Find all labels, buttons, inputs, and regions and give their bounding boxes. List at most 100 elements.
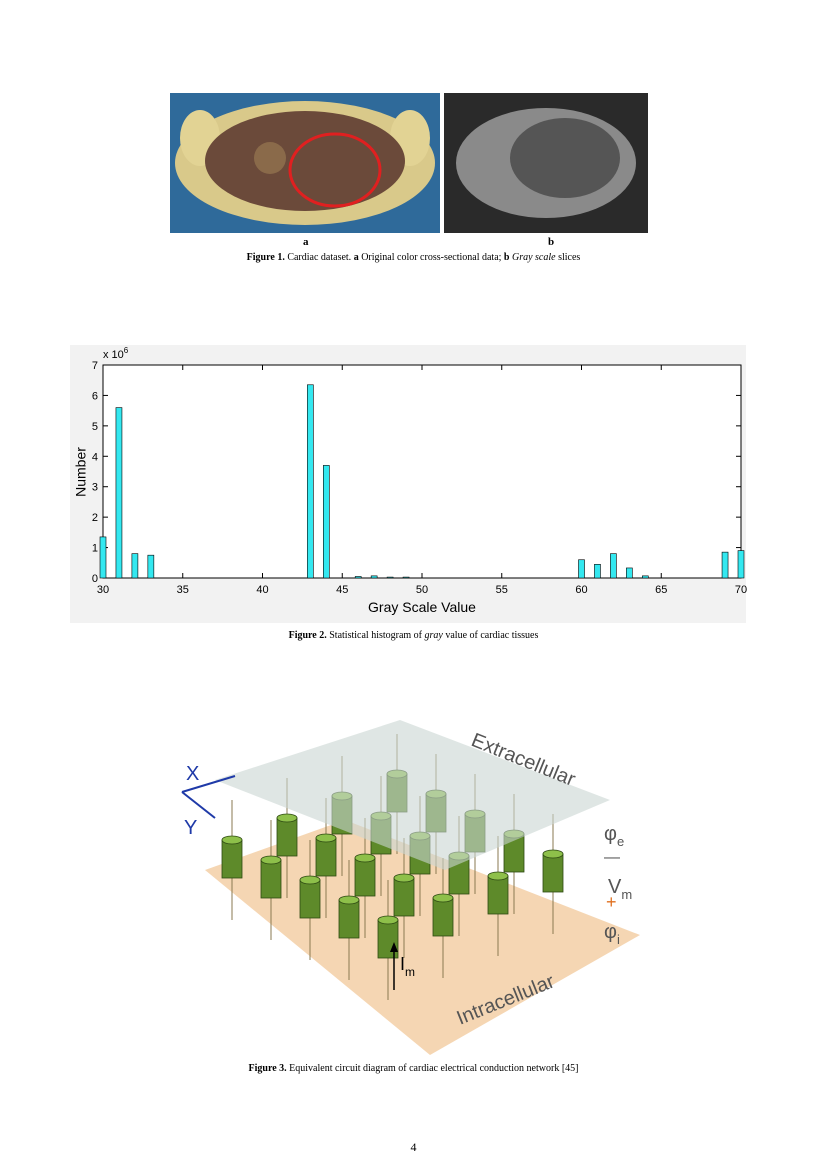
figure-3-caption: Figure 3. Equivalent circuit diagram of …: [0, 1063, 827, 1074]
figure-1-images: [170, 93, 648, 233]
bar: [354, 576, 362, 579]
cylinder-top: [315, 833, 337, 843]
aorta: [254, 142, 286, 174]
cylinder-body: [221, 839, 243, 879]
caption-part: Cardiac dataset.: [287, 252, 352, 263]
y-tick-label: 3: [92, 482, 98, 494]
bar: [610, 553, 617, 579]
bar: [594, 564, 601, 579]
cylinder-top: [393, 873, 415, 883]
caption-part: Figure 3.: [248, 1063, 287, 1074]
bar: [386, 576, 394, 579]
x-axis-arrow: [181, 775, 236, 793]
cylinder-top: [377, 915, 399, 925]
bar: [721, 551, 729, 579]
cylinder-body: [276, 817, 298, 857]
caption-part: Gray scale: [511, 252, 556, 263]
cylinder-top: [338, 895, 360, 905]
x-tick-label: 45: [336, 584, 348, 596]
x-tick-label: 35: [177, 584, 189, 596]
gray-ventricle: [510, 118, 620, 198]
subscript: m: [405, 965, 415, 979]
caption-part: value of cardiac tissues: [445, 630, 539, 641]
cylinder-body: [377, 919, 399, 959]
caption-part: Figure 2.: [288, 630, 327, 641]
symbol: I: [400, 954, 405, 974]
bar: [737, 550, 745, 579]
caption-part: Equivalent circuit diagram of cardiac el…: [289, 1063, 579, 1074]
y-tick-label: 4: [92, 451, 98, 463]
bar: [370, 575, 378, 579]
cylinder-body: [487, 875, 509, 915]
y-tick-label: 2: [92, 512, 98, 524]
symbol: φ: [604, 921, 617, 943]
plus-sign: +: [606, 892, 617, 912]
bar: [322, 465, 330, 579]
cylinder-top: [221, 835, 243, 845]
bar: [578, 559, 585, 579]
bar: [402, 576, 410, 579]
phi-e-label: φe: [604, 823, 624, 849]
y-multiplier: x 106: [103, 346, 129, 361]
cylinder-body: [299, 879, 321, 919]
minus-sign: —: [604, 849, 620, 866]
arrow-head: [390, 942, 398, 952]
cylinder-body: [542, 853, 564, 893]
cylinder-body: [315, 837, 337, 877]
page-number: 4: [410, 1140, 417, 1154]
x-tick-label: 55: [496, 584, 508, 596]
subscript: e: [617, 834, 624, 849]
symbol: φ: [604, 823, 617, 845]
caption-part: Original color cross-sectional data;: [361, 252, 502, 263]
multiplier-exponent: 6: [124, 346, 129, 355]
cylinder-body: [338, 899, 360, 939]
x-tick-label: 70: [735, 584, 747, 596]
caption-part: Statistical histogram of: [329, 630, 423, 641]
bar: [131, 553, 139, 579]
caption-part: Figure 1.: [246, 252, 285, 263]
cylinder-top: [542, 849, 564, 859]
cylinder-top: [487, 871, 509, 881]
bar: [147, 554, 155, 579]
cylinder-body: [260, 859, 282, 899]
bar: [641, 575, 649, 579]
x-tick-label: 40: [256, 584, 268, 596]
figure-2-caption: Figure 2. Statistical histogram of gray …: [0, 630, 827, 641]
circuit-diagram: X Y Extracellular Intracellular φe — Vm …: [181, 720, 640, 1055]
y-tick-label: 5: [92, 421, 98, 433]
multiplier-base: x 10: [103, 349, 124, 361]
bar: [307, 384, 314, 579]
subscript: m: [621, 887, 632, 902]
caption-part: a: [353, 252, 359, 263]
cylinder-top: [276, 813, 298, 823]
caption-part: gray: [424, 630, 443, 641]
x-tick-label: 30: [97, 584, 109, 596]
vm-label: Vm: [608, 876, 632, 902]
figure-1-caption: Figure 1. Cardiac dataset. a Original co…: [0, 252, 827, 263]
bar: [626, 567, 633, 579]
heart-marker: [288, 132, 382, 208]
phi-i-label: φi: [604, 921, 620, 947]
histogram: Number Gray Scale Value x 106 0123456730…: [70, 345, 747, 623]
y-tick-label: 1: [92, 543, 98, 555]
cylinder-top: [260, 855, 282, 865]
bar: [99, 536, 107, 579]
chest-cavity: [205, 111, 405, 211]
cylinder-top: [432, 893, 454, 903]
y-axis-label: Number: [73, 447, 89, 497]
y-axis-arrow: [181, 791, 216, 819]
y-tick-label: 0: [92, 573, 98, 585]
cylinder-top: [354, 853, 376, 863]
caption-part: slices: [558, 252, 581, 263]
x-tick-label: 65: [655, 584, 667, 596]
im-label: Im: [400, 954, 415, 979]
x-tick-label: 60: [575, 584, 587, 596]
panel-label: b: [548, 236, 555, 248]
symbol: V: [608, 876, 622, 898]
extracellular-plane: [215, 720, 610, 870]
subscript: i: [617, 932, 620, 947]
cylinder-body: [393, 877, 415, 917]
bar: [115, 407, 123, 579]
y-tick-label: 7: [92, 360, 98, 372]
